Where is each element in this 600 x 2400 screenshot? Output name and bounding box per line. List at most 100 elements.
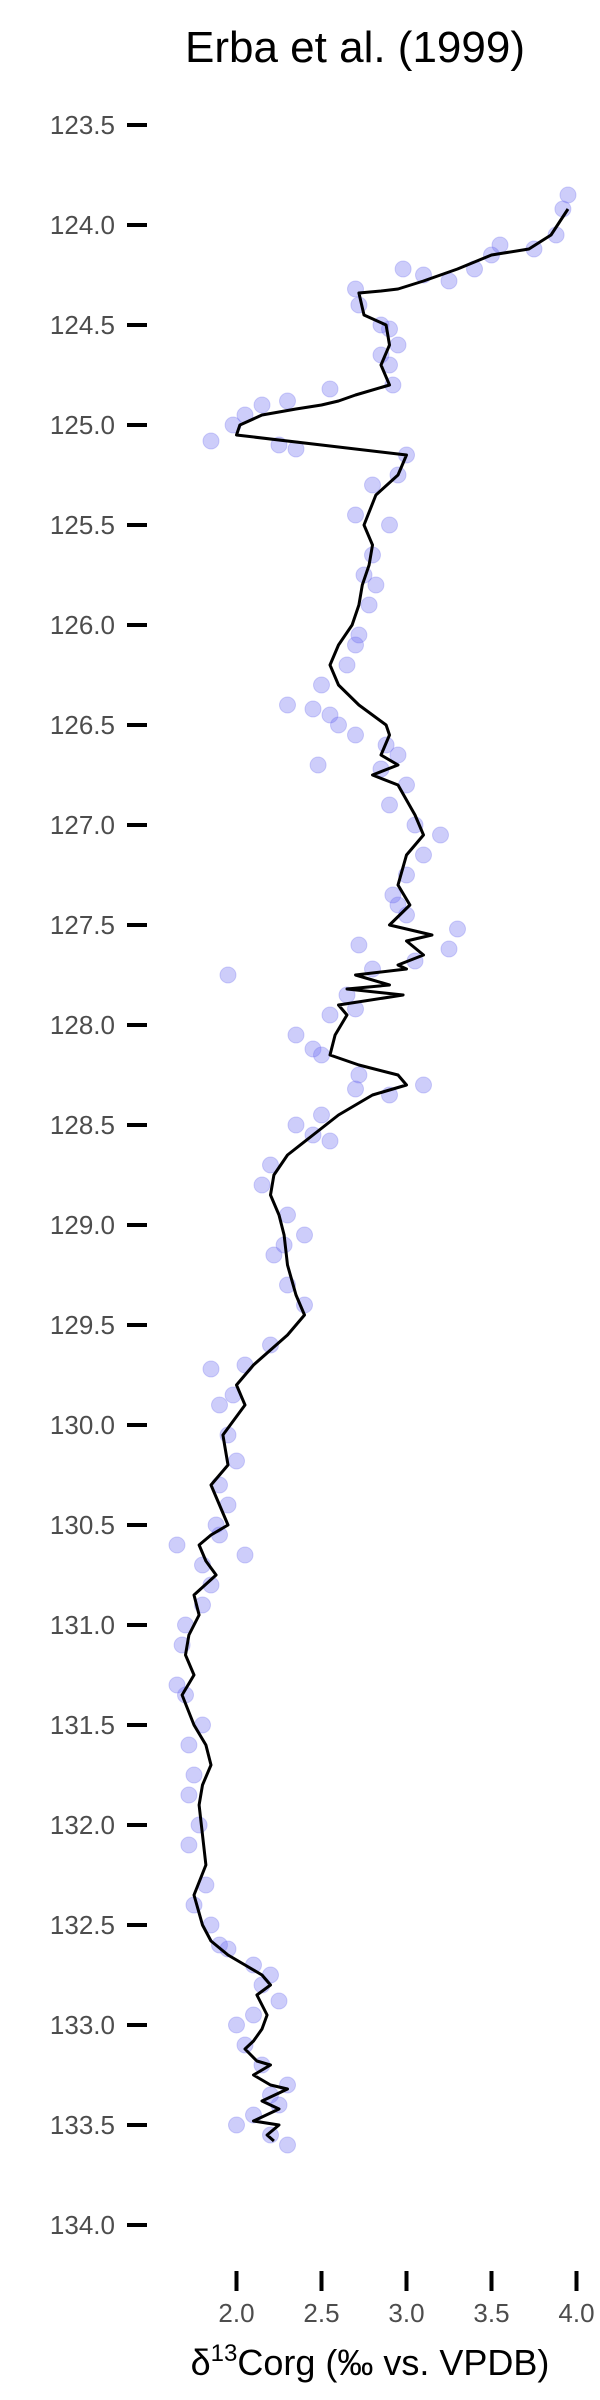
- data-point: [228, 2016, 245, 2034]
- data-point: [279, 696, 296, 714]
- y-tick-label: 123.5: [50, 110, 115, 140]
- data-point: [415, 846, 432, 864]
- data-point: [449, 920, 466, 938]
- x-axis-title-superscript: 13: [211, 2340, 238, 2367]
- y-tick-label: 125.5: [50, 510, 115, 540]
- y-tick-label: 128.0: [50, 1010, 115, 1040]
- data-point: [313, 1106, 330, 1124]
- data-point: [236, 1546, 254, 1564]
- data-point: [389, 336, 407, 354]
- data-point: [287, 1026, 305, 1044]
- data-point: [350, 626, 368, 644]
- data-point: [245, 2006, 262, 2024]
- y-tick-label: 129.0: [50, 1210, 115, 1240]
- y-tick-label: 127.0: [50, 810, 115, 840]
- chart-title: Erba et al. (1999): [185, 23, 525, 72]
- y-tick-label: 132.0: [50, 1810, 115, 1840]
- y-tick-label: 130.5: [50, 1510, 115, 1540]
- data-point: [321, 1132, 339, 1150]
- data-point: [262, 1336, 279, 1354]
- data-point: [338, 656, 356, 674]
- data-point: [228, 1452, 245, 1470]
- data-point: [350, 1066, 368, 1084]
- data-point: [279, 392, 296, 410]
- y-tick-label: 133.5: [50, 2110, 115, 2140]
- data-point: [364, 476, 381, 494]
- data-point: [381, 516, 398, 534]
- x-tick-label: 2.5: [303, 2298, 339, 2328]
- y-tick-label: 130.0: [50, 1410, 115, 1440]
- data-point: [304, 700, 322, 718]
- data-point: [321, 380, 339, 398]
- data-point: [304, 1040, 322, 1058]
- y-tick-label: 132.5: [50, 1910, 115, 1940]
- y-tick-label: 131.0: [50, 1610, 115, 1640]
- data-point: [381, 796, 398, 814]
- y-tick-label: 134.0: [50, 2210, 115, 2240]
- data-point: [279, 2136, 296, 2154]
- data-point: [202, 1360, 220, 1378]
- data-point: [253, 396, 271, 414]
- data-point: [219, 966, 237, 984]
- data-point: [211, 1396, 228, 1414]
- x-axis-title: δ13Corg (‰ vs. VPDB): [191, 2340, 550, 2383]
- data-point: [559, 186, 577, 204]
- data-point: [262, 2126, 279, 2144]
- data-point: [350, 936, 368, 954]
- data-point: [347, 506, 364, 524]
- data-point: [180, 1736, 198, 1754]
- data-point: [236, 2036, 254, 2054]
- data-point: [389, 896, 407, 914]
- data-point: [360, 596, 378, 614]
- y-tick-label: 128.5: [50, 1110, 115, 1140]
- data-point: [321, 706, 339, 724]
- x-axis-title-suffix: Corg (‰ vs. VPDB): [237, 2342, 549, 2383]
- data-point: [190, 1816, 208, 1834]
- data-point: [202, 432, 220, 450]
- y-tick-label: 126.0: [50, 610, 115, 640]
- x-tick-label: 4.0: [558, 2298, 594, 2328]
- y-axis: 123.5 124.0 124.5 125.0 125.5 126.0 126.5 127.0…: [50, 110, 147, 2240]
- data-point: [185, 1766, 203, 1784]
- data-point: [309, 756, 327, 774]
- data-point: [168, 1536, 186, 1554]
- data-point: [287, 1116, 305, 1134]
- y-tick-label: 129.5: [50, 1310, 115, 1340]
- y-tick-label: 124.0: [50, 210, 115, 240]
- data-point: [228, 2116, 245, 2134]
- data-point: [180, 1836, 198, 1854]
- data-point: [180, 1786, 198, 1804]
- data-point: [415, 1076, 432, 1094]
- data-point: [394, 260, 412, 278]
- data-point: [389, 746, 407, 764]
- data-point: [367, 576, 385, 594]
- x-tick-label: 2.0: [218, 2298, 254, 2328]
- data-point: [330, 716, 347, 734]
- y-tick-label: 133.0: [50, 2010, 115, 2040]
- data-point: [321, 1006, 339, 1024]
- data-point: [347, 726, 364, 744]
- y-tick-label: 131.5: [50, 1710, 115, 1740]
- data-point: [432, 826, 449, 844]
- x-axis: 2.0 2.5 3.0 3.5 4.0: [218, 2271, 595, 2328]
- data-point: [270, 1992, 288, 2010]
- data-point: [313, 676, 330, 694]
- data-point: [168, 1676, 186, 1694]
- y-tick-label: 127.5: [50, 910, 115, 940]
- trend-lines: [180, 208, 570, 2143]
- data-point: [440, 940, 458, 958]
- data-point: [384, 886, 402, 904]
- data-point: [265, 1246, 283, 1264]
- x-tick-label: 3.0: [388, 2298, 424, 2328]
- data-point: [262, 1156, 279, 1174]
- data-point: [347, 1080, 364, 1098]
- y-tick-label: 126.5: [50, 710, 115, 740]
- data-point: [253, 1176, 271, 1194]
- y-tick-label: 124.5: [50, 310, 115, 340]
- data-point: [347, 280, 364, 298]
- data-point: [296, 1226, 313, 1244]
- trend-line: [180, 208, 570, 2143]
- data-point: [347, 636, 364, 654]
- y-tick-label: 125.0: [50, 410, 115, 440]
